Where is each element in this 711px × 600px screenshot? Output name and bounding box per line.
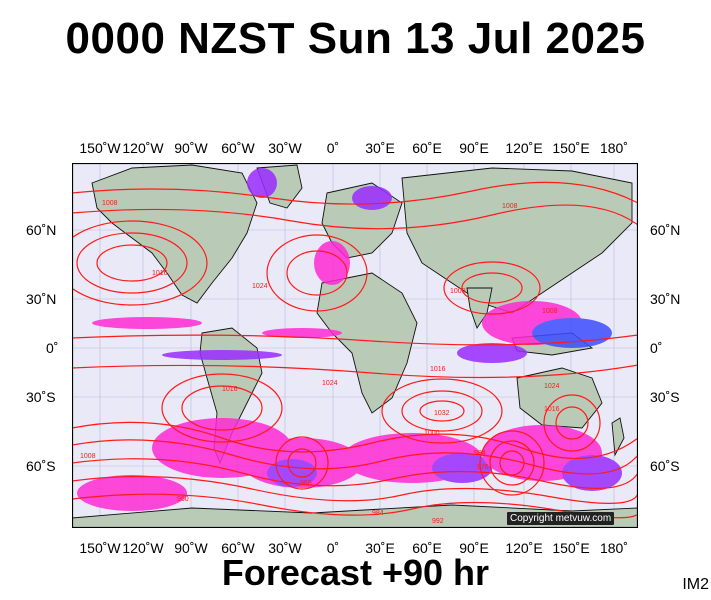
isobar-label: 1016	[430, 366, 446, 373]
isobar-labels: 1008 1016 1024 1024 1016 1008 1000 1016 …	[80, 200, 560, 525]
lon-tick-bottom: 60˚W	[221, 540, 255, 556]
isobar-label: 968	[300, 480, 312, 487]
lat-tick-right: 0˚	[650, 340, 663, 356]
precip-patch	[562, 455, 622, 491]
isobar-label: 1024	[252, 283, 268, 290]
image-code: IM2	[682, 576, 709, 593]
lon-tick-top: 180˚	[599, 140, 629, 156]
lon-tick-bottom: 150˚W	[79, 540, 121, 556]
isobar-label: 1016	[222, 386, 238, 393]
lat-tick-right: 60˚S	[650, 458, 680, 474]
lat-tick-left: 0˚	[46, 340, 59, 356]
precip-patch	[352, 186, 392, 210]
precip-patch	[432, 453, 492, 483]
isobar-label: 1000	[424, 430, 440, 437]
precip-patch	[314, 241, 350, 285]
isobar-label: 1008	[502, 203, 518, 210]
lon-tick-bottom: 150˚E	[552, 540, 590, 556]
isobar-label: 1024	[544, 383, 560, 390]
isobar-label: 1016	[544, 406, 560, 413]
lon-tick-bottom: 30˚E	[365, 540, 395, 556]
new-zealand	[611, 417, 625, 457]
lon-tick-top: 120˚W	[122, 140, 164, 156]
precip-patch	[262, 328, 342, 338]
north-america	[91, 164, 258, 304]
land-masses	[72, 164, 638, 528]
precip-patch	[77, 475, 187, 511]
isobars	[72, 181, 638, 519]
antarctica	[72, 504, 638, 528]
lon-tick-top: 0˚	[326, 140, 340, 156]
isobar-label: 1024	[322, 380, 338, 387]
lon-tick-bottom: 180˚	[599, 540, 629, 556]
isobar-label: 960	[177, 496, 189, 503]
isobar-label: 984	[372, 510, 384, 517]
weather-map: 1008 1016 1024 1024 1016 1008 1000 1016 …	[72, 163, 638, 528]
lat-tick-right: 30˚S	[650, 389, 680, 405]
india	[466, 287, 493, 330]
lon-tick-bottom: 30˚W	[268, 540, 302, 556]
lat-tick-left: 30˚S	[26, 389, 56, 405]
lon-tick-top: 150˚E	[552, 140, 590, 156]
lon-tick-bottom: 60˚E	[412, 540, 442, 556]
isobar-label: 1016	[152, 270, 168, 277]
lon-tick-top: 60˚W	[221, 140, 255, 156]
map-border	[72, 163, 638, 528]
precip-patch	[457, 343, 527, 363]
lon-tick-top: 120˚E	[505, 140, 543, 156]
lon-tick-top: 30˚E	[365, 140, 395, 156]
isobar-label: 1008	[102, 200, 118, 207]
lat-tick-right: 30˚N	[650, 291, 681, 307]
map-title: 0000 NZST Sun 13 Jul 2025	[65, 14, 646, 63]
precip-patch	[247, 168, 277, 198]
lon-tick-bottom: 0˚	[326, 540, 340, 556]
lon-tick-top: 60˚E	[412, 140, 442, 156]
lon-tick-top: 150˚W	[79, 140, 121, 156]
precip-patch	[92, 317, 202, 329]
lon-tick-bottom: 120˚W	[122, 540, 164, 556]
precip-patch	[162, 350, 282, 360]
lon-tick-top: 90˚W	[174, 140, 208, 156]
copyright-notice: Copyright metvuw.com	[507, 512, 615, 525]
isobar-label: 992	[432, 518, 444, 525]
lat-tick-left: 60˚N	[26, 222, 57, 238]
lat-tick-left: 60˚S	[26, 458, 56, 474]
isobar-label: 1000	[450, 288, 466, 295]
lon-tick-bottom: 90˚W	[174, 540, 208, 556]
lon-tick-top: 90˚E	[459, 140, 489, 156]
lat-tick-left: 30˚N	[26, 291, 57, 307]
forecast-hour-label: Forecast +90 hr	[221, 552, 490, 593]
lon-tick-top: 30˚W	[268, 140, 302, 156]
lon-tick-bottom: 120˚E	[505, 540, 543, 556]
lon-tick-bottom: 90˚E	[459, 540, 489, 556]
isobar-label: 1032	[434, 410, 450, 417]
isobar-label: 1008	[542, 308, 558, 315]
lat-tick-right: 60˚N	[650, 222, 681, 238]
isobar-label: 984	[474, 450, 486, 457]
isobar-label: 976	[477, 464, 489, 471]
isobar-label: 1008	[80, 453, 96, 460]
asia	[401, 167, 633, 314]
